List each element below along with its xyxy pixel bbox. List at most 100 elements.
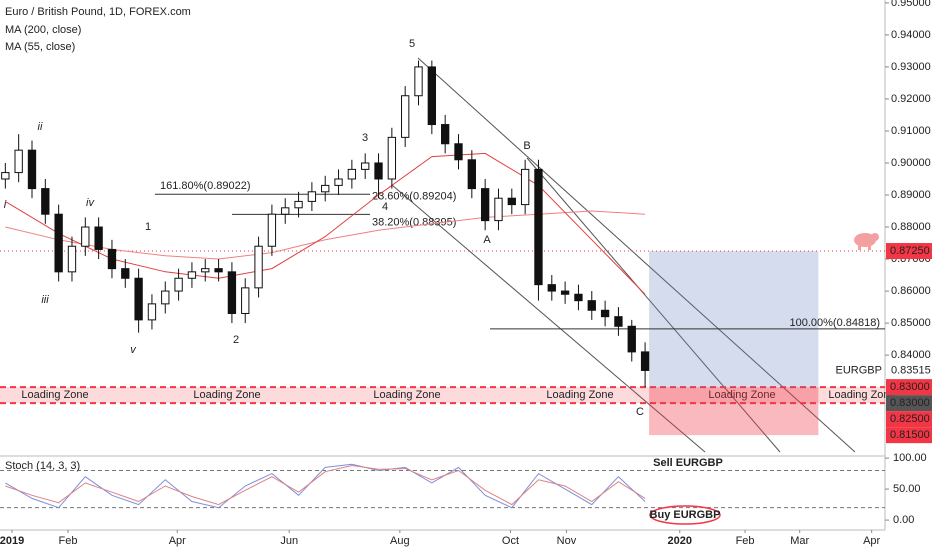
stoch-line: [5, 463, 646, 509]
candle-body: [587, 300, 596, 311]
stoch-tick-label: 0.00: [893, 514, 914, 526]
buy-label: Buy EURGBP: [650, 509, 721, 521]
fib-label: 23.60%(0.89204): [372, 190, 456, 202]
candle-body: [174, 277, 183, 292]
candle-body: [321, 184, 330, 193]
wave-label: 3: [362, 132, 368, 144]
price-tag: [886, 411, 932, 428]
pig-icon: [854, 233, 879, 250]
y-tick-label: 0.91000: [891, 125, 931, 137]
y-tick-label: 0.89000: [891, 189, 931, 201]
x-tick-label: Apr: [169, 535, 186, 547]
candle-body: [201, 268, 210, 273]
wave-label: 5: [409, 38, 415, 50]
wave-label: v: [130, 344, 137, 356]
price-tag-label: 0.83000: [890, 397, 930, 409]
sell-label: Sell EURGBP: [653, 457, 723, 469]
wave-label: A: [483, 234, 491, 246]
candle-body: [27, 149, 37, 190]
candle-body: [347, 168, 357, 180]
candle-body: [520, 168, 530, 206]
price-tag-label: 0.87250: [890, 245, 930, 257]
buy-circle: [649, 505, 721, 525]
candle-body: [560, 290, 570, 295]
indicator-label: MA (55, close): [5, 41, 75, 53]
candle-body: [94, 226, 103, 250]
fib-label: 100.00%(0.84818): [789, 317, 880, 329]
candle-body: [241, 287, 250, 314]
candle-body: [574, 293, 583, 302]
candle-body: [54, 213, 63, 273]
channel-line: [391, 184, 706, 453]
wave-label: 1: [145, 221, 151, 233]
price-tag-label: 0.81500: [890, 429, 930, 441]
candle-body: [374, 162, 383, 180]
candle-body: [214, 268, 223, 273]
candle-body: [640, 351, 650, 371]
zone-label: Loading Zone: [708, 389, 775, 401]
x-tick-label: 2019: [0, 535, 24, 547]
y-tick-label: 0.84000: [891, 349, 931, 361]
indicator-label: MA (200, close): [5, 24, 81, 36]
candle-body: [427, 66, 437, 126]
candle-body: [361, 162, 370, 170]
candle-body: [534, 168, 543, 286]
price-tag-label: 0.82500: [890, 413, 930, 425]
x-tick-label: Mar: [790, 535, 809, 547]
price-tag-label: 0.83000: [890, 381, 930, 393]
candle-body: [387, 136, 397, 180]
wave-label: C: [636, 406, 644, 418]
candle-body: [454, 143, 463, 161]
x-tick-label: Jun: [280, 535, 298, 547]
candle-body: [14, 149, 23, 174]
zone-label: Loading Zone: [828, 389, 895, 401]
price-tag: [886, 243, 932, 260]
candle-body: [41, 188, 50, 215]
x-tick-label: Aug: [390, 535, 410, 547]
symbol-label: EURGBP: [836, 365, 882, 377]
candle-body: [627, 325, 636, 353]
wave-label: ii: [38, 121, 43, 133]
loading-zone: [0, 387, 885, 404]
x-tick-label: Feb: [736, 535, 755, 547]
candle-body: [254, 245, 263, 289]
candle-body: [81, 226, 90, 247]
price-tag: [886, 395, 932, 412]
candle-body: [600, 309, 610, 318]
wave-label: iv: [86, 197, 95, 209]
candle-body: [307, 191, 317, 202]
stoch-title: Stoch (14, 3, 3): [5, 460, 80, 472]
candle-body: [334, 178, 343, 186]
zone-label: Loading Zone: [193, 389, 260, 401]
x-tick-label: 2020: [668, 535, 692, 547]
stoch-line: [5, 464, 646, 506]
candle-body: [494, 197, 503, 222]
y-tick-label: 0.86000: [891, 285, 931, 297]
y-tick-label: 0.94000: [891, 29, 931, 41]
x-tick-label: Nov: [557, 535, 577, 547]
chart-title: Euro / British Pound, 1D, FOREX.com: [5, 6, 191, 18]
wave-label: 2: [233, 334, 239, 346]
candle-body: [414, 66, 423, 97]
wave-label: i: [4, 199, 7, 211]
wave-label: B: [523, 140, 530, 152]
y-tick-label: 0.88000: [891, 221, 931, 233]
price-tag: [886, 379, 932, 396]
y-tick-label: 0.85000: [891, 317, 931, 329]
profit-zone: [649, 251, 819, 388]
candle-body: [507, 197, 516, 206]
candle-body: [147, 303, 157, 321]
candle-body: [467, 159, 476, 190]
candle-body: [441, 124, 450, 145]
price-tag: [886, 427, 932, 444]
y-tick-label: 0.93000: [891, 61, 931, 73]
candle-body: [187, 271, 197, 279]
candle-body: [1, 172, 10, 180]
wave-label: 4: [382, 201, 388, 213]
y-tick-label: 0.92000: [891, 93, 931, 105]
fib-label: 161.80%(0.89022): [160, 180, 251, 192]
candle-body: [161, 290, 170, 305]
